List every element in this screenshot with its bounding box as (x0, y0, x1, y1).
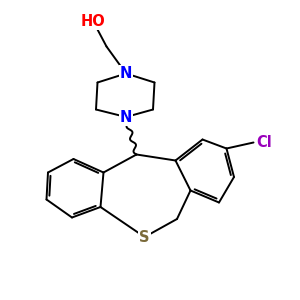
Text: Cl: Cl (256, 135, 272, 150)
Text: S: S (140, 230, 150, 244)
Text: N: N (120, 66, 132, 81)
Text: HO: HO (81, 14, 105, 28)
Text: N: N (120, 110, 132, 124)
